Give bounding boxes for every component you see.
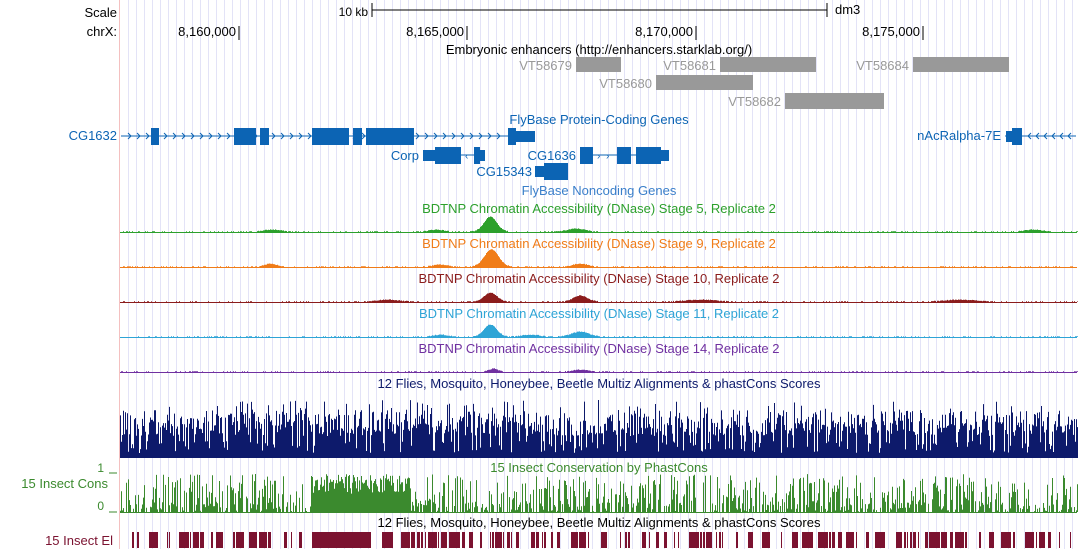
- enhancer-label: VT58681: [663, 58, 716, 73]
- dnase-stage10-title: BDTNP Chromatin Accessibility (DNase) St…: [418, 271, 779, 286]
- dnase-stage14-track[interactable]: BDTNP Chromatin Accessibility (DNase) St…: [120, 341, 1078, 373]
- insect-cons-axis-min: 0: [97, 499, 104, 513]
- gene-utr: [1006, 131, 1012, 142]
- gene-exon: [1012, 128, 1022, 145]
- coding-genes-track-title: FlyBase Protein-Coding Genes: [509, 112, 689, 127]
- gene-cg15343[interactable]: CG15343: [476, 163, 568, 180]
- gene-label: CG1636: [528, 148, 576, 163]
- enhancers-track[interactable]: Embryonic enhancers (http://enhancers.st…: [446, 42, 1009, 109]
- dnase-stage10-signal: [120, 292, 1078, 303]
- dnase-stage9-signal: [120, 249, 1077, 268]
- gene-exon: [366, 128, 414, 145]
- gene-exon: [435, 147, 461, 164]
- dnase-stage10-track[interactable]: BDTNP Chromatin Accessibility (DNase) St…: [120, 271, 1078, 303]
- gene-exon: [474, 147, 480, 164]
- enhancers-track-title: Embryonic enhancers (http://enhancers.st…: [446, 42, 752, 57]
- gene-exon: [312, 128, 349, 145]
- gene-exon: [636, 147, 661, 164]
- enhancer-block[interactable]: [720, 57, 816, 72]
- insect-cons-track-title: 15 Insect Conservation by PhastCons: [490, 460, 708, 475]
- enhancer-feature[interactable]: VT58679: [519, 57, 621, 73]
- strand-arrows: [1027, 132, 1072, 140]
- gene-exon: [151, 128, 159, 145]
- gene-exon: [544, 163, 568, 180]
- gene-exon: [580, 147, 593, 164]
- gene-exon: [234, 128, 256, 145]
- insect-cons-track[interactable]: 15 Insect Cons 1 0 15 Insect Conservatio…: [21, 460, 1078, 513]
- enhancer-feature[interactable]: VT58680: [599, 75, 753, 91]
- enhancer-feature[interactable]: VT58682: [728, 93, 884, 109]
- gene-exon: [617, 147, 631, 164]
- enhancer-label: VT58684: [856, 58, 909, 73]
- noncoding-genes-track-title[interactable]: FlyBase Noncoding Genes: [522, 183, 677, 198]
- enhancer-label: VT58682: [728, 94, 781, 109]
- enhancer-feature[interactable]: VT58684: [856, 57, 1009, 73]
- gene-exon: [353, 128, 362, 145]
- dnase-stage5-signal: [120, 216, 1078, 233]
- dnase-stage14-signal: [120, 368, 1078, 373]
- position-label-4: 8,175,000: [862, 24, 920, 39]
- gene-exon: [260, 128, 269, 145]
- gene-utr: [535, 166, 544, 177]
- gene-label: CG15343: [476, 164, 532, 179]
- insect-el-track-title: 12 Flies, Mosquito, Honeybee, Beetle Mul…: [378, 515, 821, 530]
- strand-arrow: ‹: [465, 151, 468, 162]
- multiz-signal: [120, 400, 1078, 458]
- gene-utr: [516, 131, 535, 142]
- multiz-track-title: 12 Flies, Mosquito, Honeybee, Beetle Mul…: [378, 376, 821, 391]
- dnase-stage5-title: BDTNP Chromatin Accessibility (DNase) St…: [422, 201, 776, 216]
- gene-nacralpha-7e[interactable]: nAcRalpha-7E: [917, 128, 1076, 145]
- insect-el-side-label: 15 Insect El: [45, 533, 113, 548]
- enhancer-label: VT58680: [599, 76, 652, 91]
- insect-el-blocks: [132, 532, 1071, 548]
- ruler[interactable]: Scale chrX: 10 kb dm3 8,160,000 8,165,00…: [84, 2, 924, 40]
- strand-arrow: ›: [606, 151, 609, 162]
- dnase-stage14-title: BDTNP Chromatin Accessibility (DNase) St…: [418, 341, 779, 356]
- position-label-2: 8,165,000: [406, 24, 464, 39]
- gene-utr: [423, 150, 435, 161]
- position-label-3: 8,170,000: [635, 24, 693, 39]
- insect-el-track[interactable]: 12 Flies, Mosquito, Honeybee, Beetle Mul…: [45, 515, 1071, 548]
- assembly-label: dm3: [835, 2, 860, 17]
- position-label-1: 8,160,000: [178, 24, 236, 39]
- enhancer-block[interactable]: [785, 93, 884, 109]
- scale-bar-text: 10 kb: [339, 5, 369, 19]
- chrom-label: chrX:: [87, 24, 117, 39]
- scale-label: Scale: [84, 5, 117, 20]
- gene-label: CG1632: [69, 128, 117, 143]
- enhancer-block[interactable]: [913, 57, 1009, 72]
- dnase-stage5-track[interactable]: BDTNP Chromatin Accessibility (DNase) St…: [120, 201, 1078, 233]
- dnase-stage11-signal: [120, 324, 1078, 338]
- dnase-stage9-title: BDTNP Chromatin Accessibility (DNase) St…: [422, 236, 776, 251]
- enhancer-label: VT58679: [519, 58, 572, 73]
- gene-cg1636[interactable]: CG1636 › ›: [528, 147, 669, 164]
- dnase-stage9-track[interactable]: BDTNP Chromatin Accessibility (DNase) St…: [120, 236, 1077, 268]
- dnase-stage11-track[interactable]: BDTNP Chromatin Accessibility (DNase) St…: [120, 306, 1078, 338]
- enhancer-feature[interactable]: VT58681: [663, 57, 816, 73]
- enhancer-block[interactable]: [576, 57, 621, 72]
- gene-exon: [508, 128, 516, 145]
- insect-cons-side-label: 15 Insect Cons: [21, 476, 108, 491]
- gene-corp[interactable]: Corp ‹: [391, 147, 485, 164]
- multiz-track[interactable]: 12 Flies, Mosquito, Honeybee, Beetle Mul…: [120, 376, 1078, 458]
- strand-arrow: ›: [597, 151, 600, 162]
- gene-utr: [480, 150, 485, 161]
- gene-cg1632[interactable]: CG1632: [69, 128, 535, 145]
- insect-cons-signal: [120, 474, 1078, 513]
- coding-genes-track[interactable]: FlyBase Protein-Coding Genes CG1632 nAcR…: [69, 112, 1076, 180]
- insect-cons-axis-max: 1: [97, 461, 104, 475]
- gene-utr: [661, 150, 669, 161]
- dnase-stage11-title: BDTNP Chromatin Accessibility (DNase) St…: [419, 306, 779, 321]
- gene-label: nAcRalpha-7E: [917, 128, 1001, 143]
- enhancer-block[interactable]: [656, 75, 753, 90]
- gene-label: Corp: [391, 148, 419, 163]
